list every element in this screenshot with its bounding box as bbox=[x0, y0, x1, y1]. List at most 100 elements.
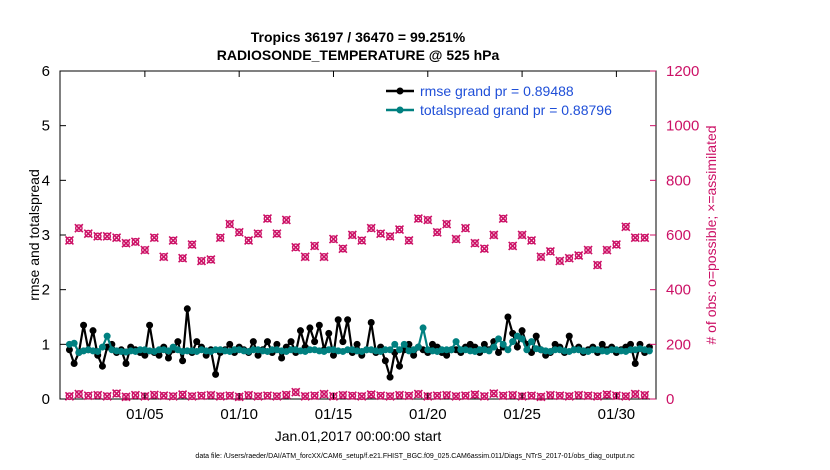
obs-assimilated-marker bbox=[423, 215, 433, 225]
obs-assimilated-marker bbox=[508, 390, 518, 400]
obs-assimilated-marker bbox=[394, 390, 405, 400]
obs-assimilated-marker bbox=[93, 231, 103, 241]
obs-count-point-low bbox=[451, 391, 461, 401]
obs-count-point bbox=[508, 241, 518, 251]
obs-assimilated-marker bbox=[215, 391, 225, 401]
obs-count-point-low bbox=[630, 389, 640, 399]
obs-possible-marker bbox=[414, 214, 423, 223]
obs-possible-marker bbox=[263, 214, 272, 223]
obs-assimilated-marker bbox=[168, 391, 178, 401]
obs-possible-marker bbox=[150, 390, 159, 399]
obs-possible-marker bbox=[159, 391, 168, 400]
rmse-point bbox=[174, 338, 182, 346]
rmse-point bbox=[495, 349, 503, 357]
obs-possible-marker bbox=[461, 391, 470, 400]
obs-possible-marker bbox=[150, 233, 159, 242]
obs-count-point-low bbox=[74, 389, 84, 399]
obs-assimilated-marker bbox=[74, 389, 84, 399]
obs-assimilated-marker bbox=[621, 391, 631, 401]
obs-possible-marker bbox=[414, 390, 423, 398]
obs-assimilated-marker bbox=[206, 255, 216, 265]
obs-count-point-low bbox=[215, 391, 225, 401]
obs-assimilated-marker bbox=[564, 253, 574, 263]
obs-count-point-low bbox=[526, 391, 537, 401]
obs-possible-marker bbox=[348, 231, 357, 239]
obs-count-point bbox=[300, 252, 310, 262]
obs-assimilated-marker bbox=[526, 391, 537, 401]
obs-assimilated-marker bbox=[310, 391, 320, 401]
obs-assimilated-marker bbox=[630, 233, 640, 243]
obs-possible-marker bbox=[546, 247, 555, 256]
obs-assimilated-marker bbox=[564, 391, 574, 401]
y-tick-label: 0 bbox=[42, 391, 50, 408]
spread-point bbox=[386, 346, 394, 354]
obs-assimilated-marker bbox=[376, 229, 386, 239]
obs-count-point-low bbox=[432, 391, 442, 401]
spread-point bbox=[523, 346, 531, 354]
obs-possible-marker bbox=[471, 239, 479, 248]
obs-count-point bbox=[149, 233, 159, 243]
obs-possible-marker bbox=[546, 391, 555, 400]
obs-possible-marker bbox=[254, 392, 262, 401]
obs-possible-marker bbox=[433, 228, 442, 237]
obs-count-point-low bbox=[460, 391, 471, 401]
rmse-point bbox=[80, 321, 88, 329]
obs-assimilated-marker bbox=[83, 229, 93, 239]
obs-count-point bbox=[536, 252, 546, 262]
obs-possible-marker bbox=[395, 391, 404, 400]
obs-count-point bbox=[225, 219, 235, 229]
obs-possible-marker bbox=[310, 391, 319, 400]
obs-possible-marker bbox=[272, 392, 281, 401]
obs-count-point bbox=[112, 233, 122, 243]
obs-possible-marker bbox=[169, 236, 178, 245]
spread-point bbox=[490, 343, 498, 351]
obs-count-point bbox=[196, 256, 207, 266]
x-axis-label: Jan.01,2017 00:00:00 start bbox=[275, 428, 442, 444]
obs-possible-marker bbox=[537, 392, 545, 401]
obs-possible-marker bbox=[291, 388, 300, 397]
obs-count-point bbox=[611, 240, 621, 250]
obs-count-point-low bbox=[206, 390, 216, 400]
obs-count-point bbox=[423, 215, 433, 225]
obs-possible-marker bbox=[631, 233, 640, 242]
obs-assimilated-marker bbox=[338, 244, 348, 254]
obs-possible-marker bbox=[452, 392, 460, 401]
obs-assimilated-marker bbox=[187, 391, 197, 401]
obs-possible-marker bbox=[574, 251, 583, 260]
rmse-point bbox=[311, 338, 319, 346]
obs-assimilated-marker bbox=[404, 235, 414, 246]
spread-point bbox=[528, 338, 536, 346]
chart-title: Tropics 36197 / 36470 = 99.251% bbox=[251, 29, 466, 45]
obs-count-point-low bbox=[83, 391, 93, 401]
x-tick-label: 01/20 bbox=[409, 406, 447, 423]
obs-possible-marker bbox=[159, 252, 168, 261]
obs-assimilated-marker bbox=[592, 391, 603, 401]
x-tick-label: 01/30 bbox=[598, 406, 636, 423]
obs-count-point-low bbox=[159, 391, 169, 401]
obs-possible-marker bbox=[84, 229, 93, 238]
obs-count-point bbox=[272, 229, 282, 239]
obs-assimilated-marker bbox=[574, 390, 584, 400]
obs-count-point-low bbox=[112, 388, 122, 399]
obs-count-point-low bbox=[640, 390, 650, 400]
obs-possible-marker bbox=[140, 246, 149, 254]
obs-count-point-low bbox=[498, 391, 508, 401]
obs-possible-marker bbox=[272, 229, 281, 238]
y-right-tick-label: 600 bbox=[666, 227, 691, 244]
obs-assimilated-marker bbox=[196, 391, 207, 401]
rmse-point bbox=[212, 370, 220, 378]
obs-possible-marker bbox=[103, 392, 112, 401]
obs-assimilated-marker bbox=[479, 391, 489, 401]
spread-point bbox=[94, 347, 102, 355]
obs-assimilated-marker bbox=[376, 391, 386, 401]
y-axis-label: rmse and totalspread bbox=[26, 169, 42, 301]
obs-count-point bbox=[291, 242, 301, 252]
obs-assimilated-marker bbox=[159, 391, 169, 401]
obs-assimilated-marker bbox=[253, 229, 263, 239]
obs-possible-marker bbox=[282, 216, 291, 224]
obs-assimilated-marker bbox=[460, 223, 471, 233]
obs-assimilated-marker bbox=[225, 391, 235, 401]
obs-possible-marker bbox=[84, 391, 93, 400]
obs-possible-marker bbox=[216, 392, 225, 401]
y-right-tick-label: 200 bbox=[666, 336, 691, 353]
